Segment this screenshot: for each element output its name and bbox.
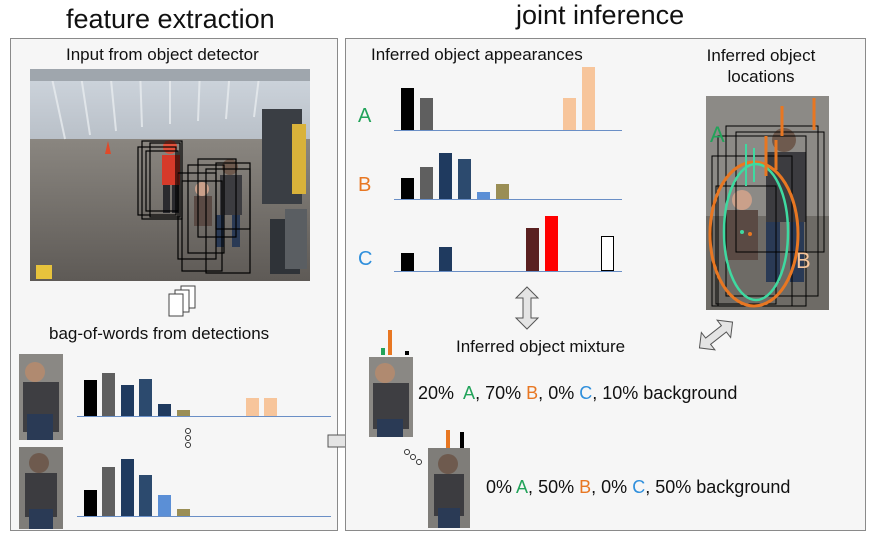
bow2-bar-1 — [84, 490, 97, 516]
appC-axis — [394, 271, 622, 272]
mix2-letter-a: A — [516, 477, 529, 497]
appA-bar-4 — [582, 67, 595, 130]
mix2-mini-bar-c — [460, 432, 464, 448]
bow1-bar-1 — [84, 380, 97, 416]
mix1-mini-bar-a — [381, 348, 385, 355]
appC-bar-4 — [545, 216, 558, 271]
bow1-bar-5 — [158, 404, 171, 416]
mix1-letter-b: B — [526, 383, 539, 403]
mix1-pct-a: 20% — [418, 383, 455, 403]
appA-bar-3 — [563, 98, 576, 130]
detection-crop-2 — [19, 447, 63, 529]
appC-bar-3 — [526, 228, 539, 271]
bow1-bar-4 — [139, 379, 152, 416]
bow1-bar-8 — [264, 398, 277, 416]
mix1-pct-bg: 10% — [602, 383, 639, 403]
location-photo: A B — [706, 96, 829, 310]
bow1-axis — [77, 416, 331, 417]
mixture-person-1 — [369, 357, 413, 437]
inferred-mixture-label: Inferred object mixture — [456, 337, 626, 356]
location-letter-b: B — [796, 248, 811, 273]
bow2-bar-5 — [158, 495, 171, 516]
mix1-sep-1: , — [475, 383, 481, 403]
detection-crop-1 — [19, 354, 63, 440]
appearance-letter-c: C — [358, 248, 373, 270]
mix2-pct-b: 50% — [538, 477, 575, 497]
mixture-text-1: 20% A, 70% B, 0% C, 10% background — [418, 383, 737, 404]
bow2-axis — [77, 516, 331, 517]
joint-inference-panel: Inferred object appearances A B C Inferr… — [345, 38, 866, 531]
appearance-letter-a: A — [358, 105, 372, 127]
mixture-crop-2 — [428, 448, 470, 528]
mixture-person-2 — [428, 448, 470, 528]
mix2-sep-1: , — [528, 477, 534, 497]
crop-person-1 — [19, 354, 63, 440]
appB-bar-6 — [496, 184, 509, 199]
bow2-bar-4 — [139, 475, 152, 516]
bow1-bar-7 — [246, 398, 259, 416]
mix1-sep-2: , — [538, 383, 544, 403]
mixture-text-2: 0% A, 50% B, 0% C, 50% background — [486, 477, 790, 498]
mix1-pct-b: 70% — [485, 383, 522, 403]
appB-bar-3 — [439, 153, 452, 199]
inferred-appearances-label: Inferred object appearances — [371, 45, 583, 64]
appA-bar-1 — [401, 88, 414, 130]
bag-of-words-label: bag-of-words from detections — [49, 324, 270, 343]
appC-bar-2 — [439, 247, 452, 271]
appC-bar-5 — [601, 236, 614, 271]
stack-arrow-icon — [168, 285, 196, 317]
mix1-sep-3: , — [592, 383, 598, 403]
mix2-pct-a: 0% — [486, 477, 513, 497]
bow1-bar-3 — [121, 385, 134, 416]
mix2-sep-2: , — [591, 477, 597, 497]
mix1-letter-a: A — [463, 383, 476, 403]
bow1-bar-2 — [102, 373, 115, 416]
bow2-bar-2 — [102, 467, 115, 516]
feature-extraction-heading: feature extraction — [66, 4, 275, 34]
mix2-pct-bg: 50% — [655, 477, 692, 497]
mix2-pct-c: 0% — [601, 477, 628, 497]
input-from-detector-label: Input from object detector — [66, 45, 259, 64]
mix1-pct-c: 0% — [548, 383, 575, 403]
inferred-locations-label: Inferred object locations — [706, 46, 816, 86]
mix1-mini-bar-c — [405, 351, 409, 355]
detector-scene-photo — [30, 69, 310, 281]
mix2-sep-3: , — [645, 477, 651, 497]
mix2-background: background — [696, 477, 791, 497]
appA-bar-2 — [420, 98, 433, 130]
mix1-letter-c: C — [579, 383, 593, 403]
mix2-letter-c: C — [632, 477, 646, 497]
appB-axis — [394, 199, 622, 200]
scene-illustration — [30, 69, 310, 281]
appB-bar-2 — [420, 167, 433, 199]
joint-inference-heading: joint inference — [516, 0, 685, 30]
location-letter-a: A — [710, 122, 725, 147]
appC-bar-1 — [401, 253, 414, 271]
mix1-mini-bar-b — [388, 330, 392, 355]
appB-bar-5 — [477, 192, 490, 199]
mixture-crop-1 — [369, 357, 413, 437]
bow2-bar-3 — [121, 459, 134, 516]
crop-person-2 — [19, 447, 63, 529]
mix2-letter-b: B — [579, 477, 592, 497]
vertical-double-arrow-icon — [514, 286, 540, 330]
appB-bar-4 — [458, 159, 471, 199]
bow2-bar-6 — [177, 509, 190, 516]
bow1-bar-6 — [177, 410, 190, 416]
mix1-background: background — [643, 383, 738, 403]
mix2-mini-bar-b — [446, 430, 450, 448]
diagonal-double-arrow-icon — [698, 319, 734, 351]
appB-bar-1 — [401, 178, 414, 199]
appA-axis — [394, 130, 622, 131]
appearance-letter-b: B — [358, 174, 372, 196]
location-illustration — [706, 96, 829, 310]
feature-extraction-panel: Input from object detector — [10, 38, 338, 531]
